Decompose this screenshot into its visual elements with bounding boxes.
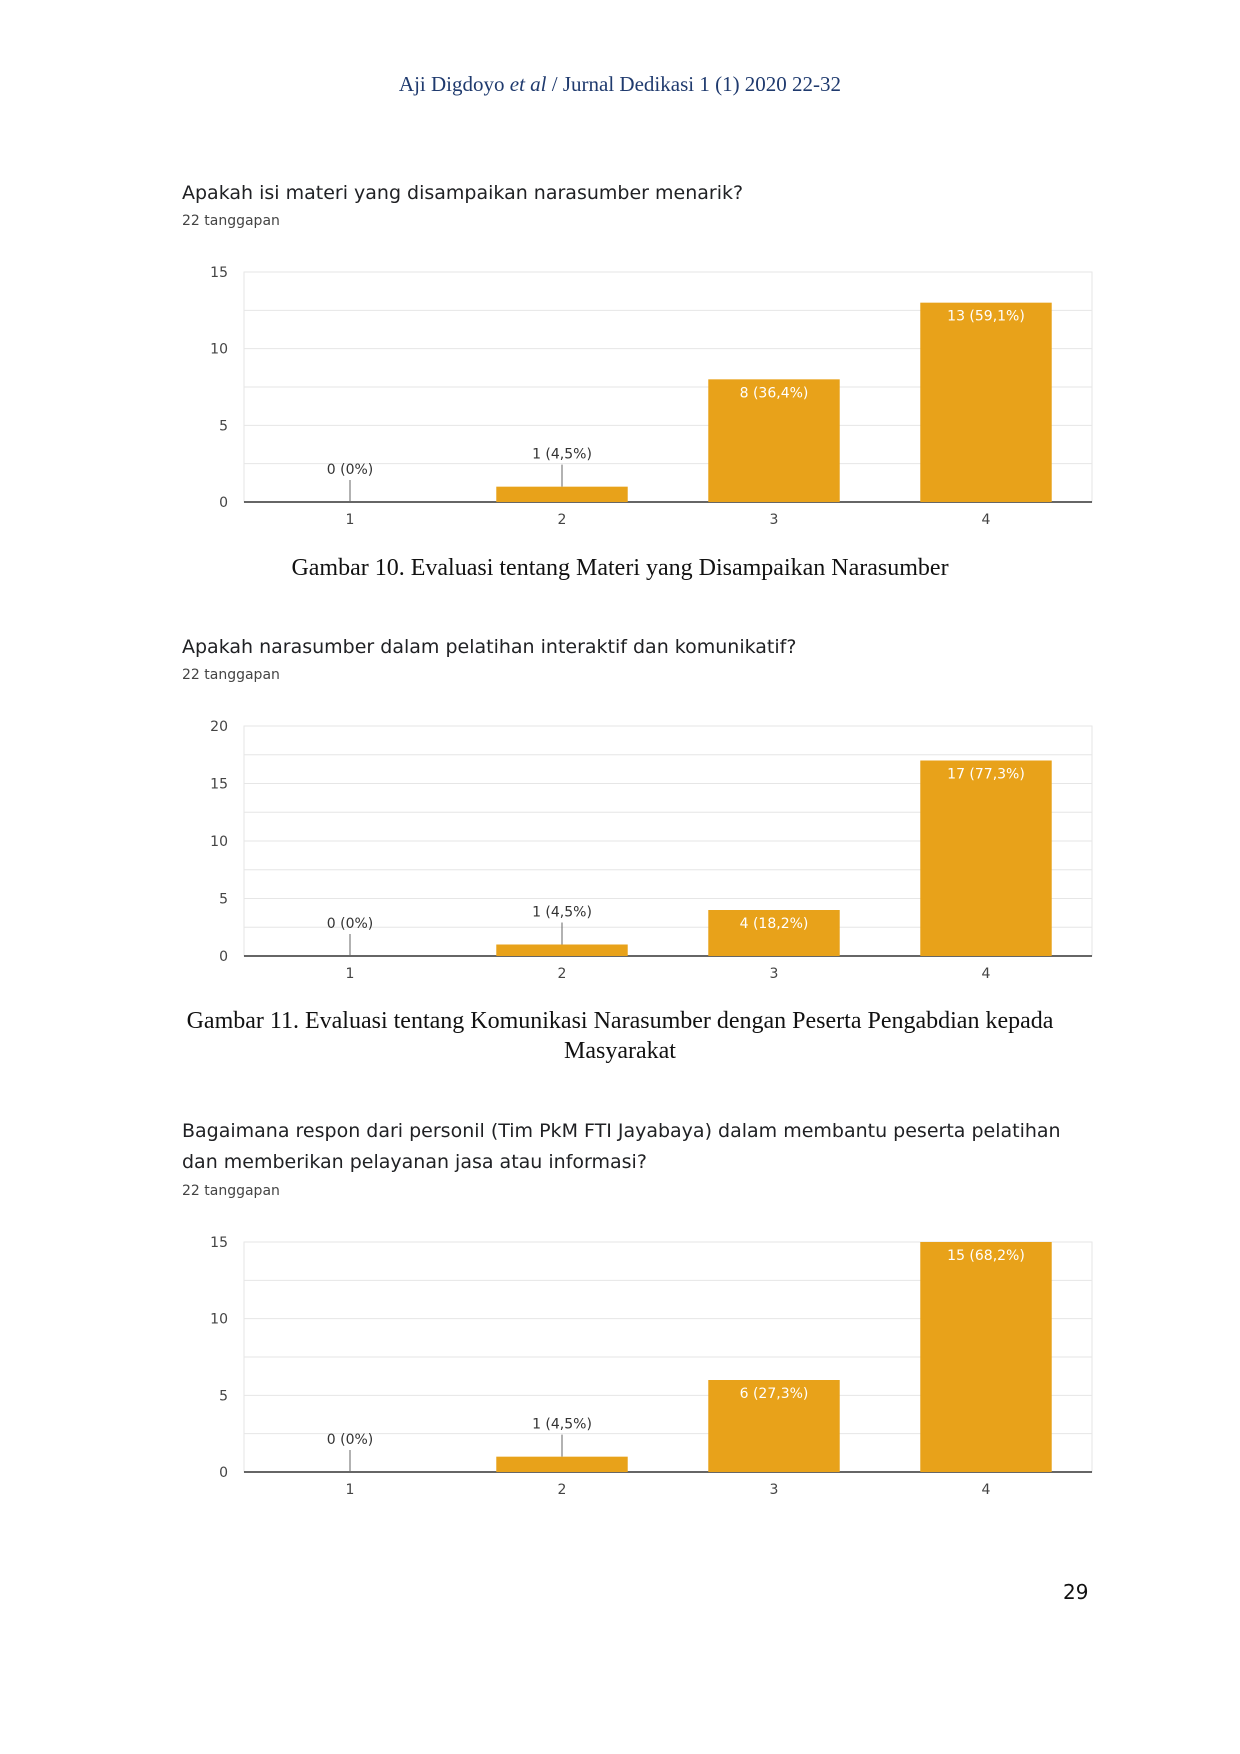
y-tick-label: 10	[210, 834, 228, 850]
data-label: 17 (77,3%)	[947, 767, 1025, 783]
bar	[708, 910, 840, 956]
data-label: 8 (36,4%)	[740, 385, 809, 401]
figure-2-response-count: 22 tanggapan	[182, 667, 280, 683]
bar	[920, 302, 1052, 502]
y-tick-label: 10	[210, 1312, 228, 1328]
y-tick-label: 0	[219, 495, 228, 511]
y-tick-label: 5	[219, 892, 228, 908]
x-tick-label: 4	[982, 512, 991, 528]
data-label: 0 (0%)	[327, 916, 374, 932]
x-tick-label: 1	[346, 966, 355, 982]
y-tick-label: 10	[210, 342, 228, 358]
running-header: Aji Digdoyo et al / Jurnal Dedikasi 1 (1…	[0, 72, 1240, 97]
figure-3-response-count: 22 tanggapan	[182, 1183, 280, 1199]
data-label: 1 (4,5%)	[532, 447, 592, 463]
data-label: 1 (4,5%)	[532, 1417, 592, 1433]
bar	[920, 1242, 1052, 1472]
bar	[496, 486, 628, 502]
y-tick-label: 15	[210, 265, 228, 281]
bar	[920, 760, 1052, 956]
x-tick-label: 4	[982, 966, 991, 982]
x-tick-label: 4	[982, 1482, 991, 1498]
x-tick-label: 3	[770, 1482, 779, 1498]
header-etal: et al	[509, 72, 547, 96]
data-label: 0 (0%)	[327, 1432, 374, 1448]
page-number: 29	[1063, 1580, 1089, 1604]
x-tick-label: 1	[346, 512, 355, 528]
bar	[708, 1380, 840, 1472]
data-label: 0 (0%)	[327, 462, 374, 478]
y-tick-label: 15	[210, 777, 228, 793]
figure-2-caption: Gambar 11. Evaluasi tentang Komunikasi N…	[186, 1008, 1054, 1064]
figure-2-question: Apakah narasumber dalam pelatihan intera…	[182, 636, 797, 658]
y-tick-label: 15	[210, 1235, 228, 1251]
data-label: 13 (59,1%)	[947, 309, 1025, 325]
header-author: Aji Digdoyo	[398, 72, 505, 96]
header-journal: / Jurnal Dedikasi 1 (1) 2020 22-32	[546, 72, 842, 96]
x-tick-label: 2	[558, 512, 567, 528]
x-tick-label: 2	[558, 1482, 567, 1498]
bar	[496, 1456, 628, 1472]
y-tick-label: 0	[219, 1465, 228, 1481]
y-tick-label: 5	[219, 418, 228, 434]
y-tick-label: 0	[219, 949, 228, 965]
figure-1-caption: Gambar 10. Evaluasi tentang Materi yang …	[291, 555, 949, 581]
x-tick-label: 3	[770, 512, 779, 528]
data-label: 4 (18,2%)	[740, 916, 809, 932]
data-label: 15 (68,2%)	[947, 1248, 1025, 1264]
x-tick-label: 3	[770, 966, 779, 982]
data-label: 1 (4,5%)	[532, 905, 592, 921]
x-tick-label: 1	[346, 1482, 355, 1498]
data-label: 6 (27,3%)	[740, 1386, 809, 1402]
y-tick-label: 5	[219, 1388, 228, 1404]
figure-1-response-count: 22 tanggapan	[182, 213, 280, 229]
figure-3-question: Bagaimana respon dari personil (Tim PkM …	[182, 1120, 1061, 1173]
x-tick-label: 2	[558, 966, 567, 982]
bar	[496, 944, 628, 956]
y-tick-label: 20	[210, 719, 228, 735]
bar	[708, 379, 840, 502]
figure-1-question: Apakah isi materi yang disampaikan naras…	[182, 182, 744, 204]
